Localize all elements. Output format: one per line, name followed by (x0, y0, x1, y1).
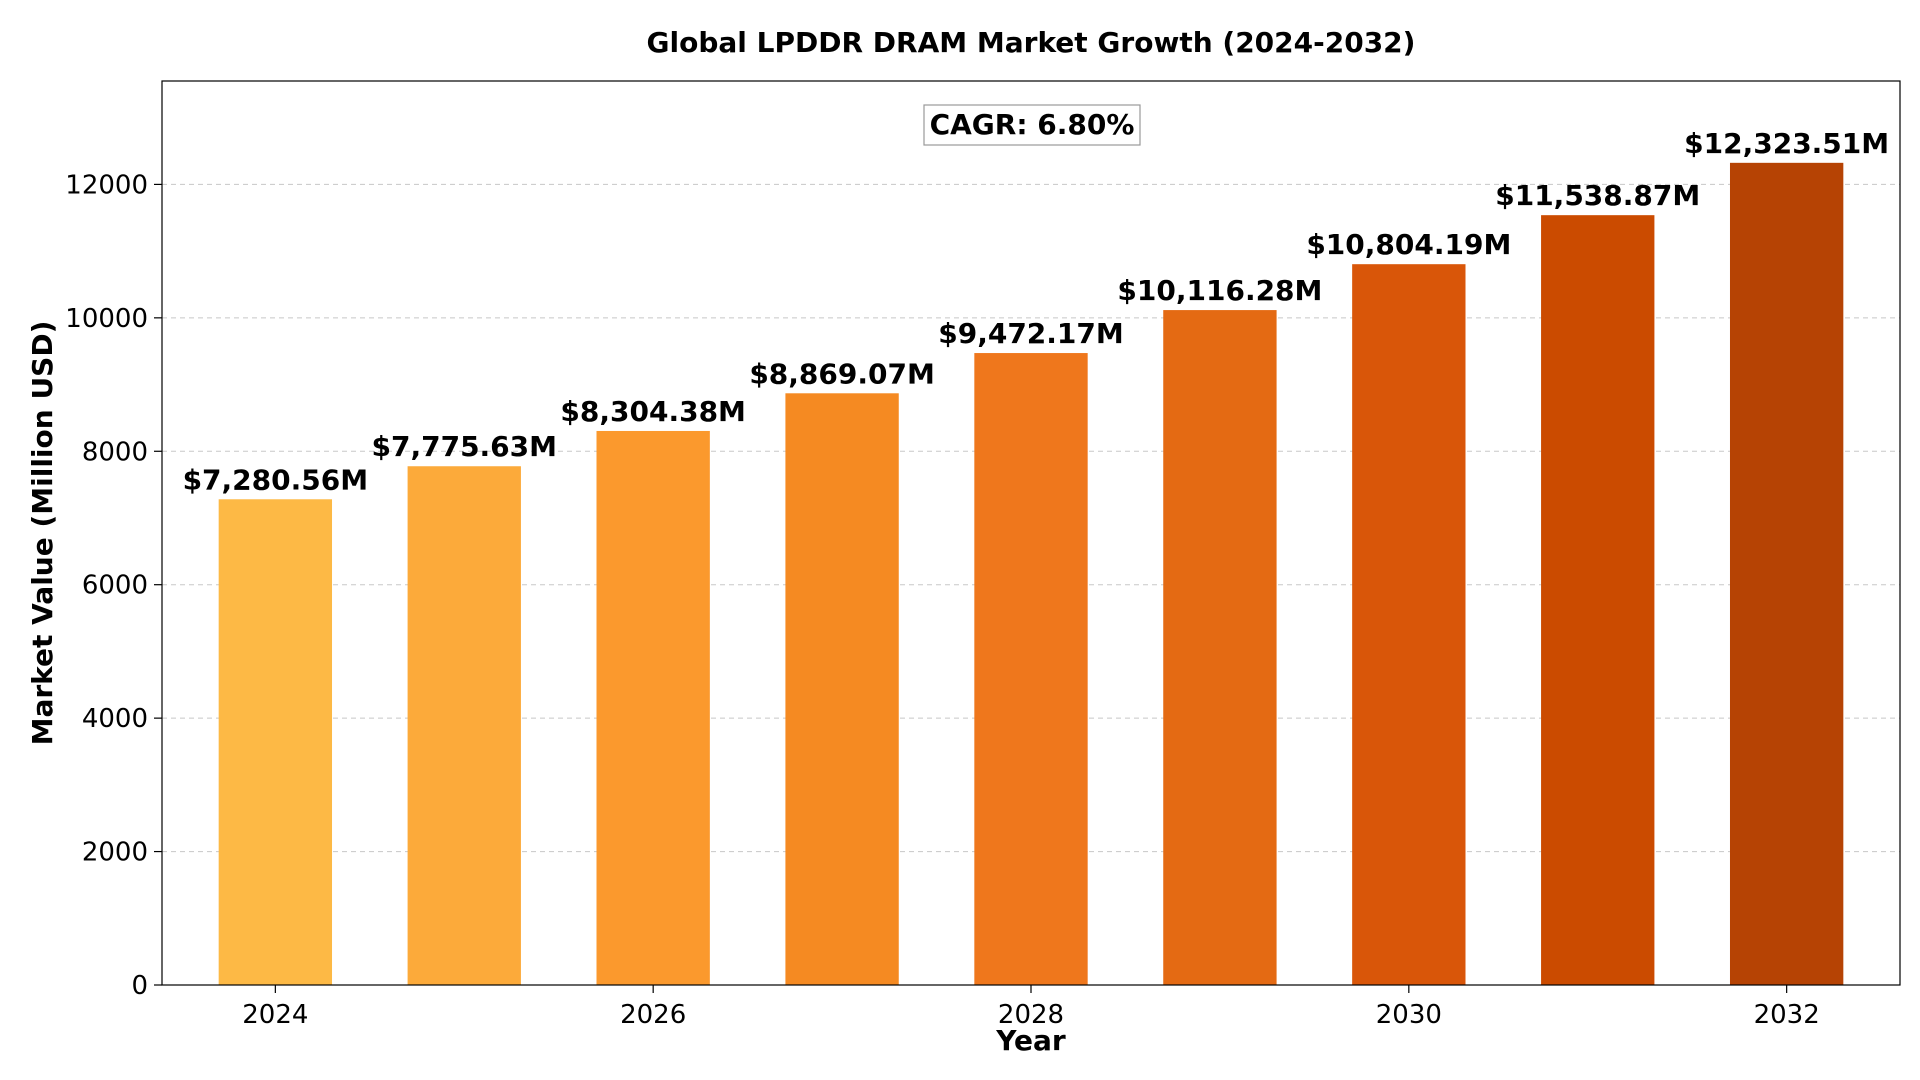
y-axis-ticks: 0 2000 4000 6000 8000 10000 12000 (65, 170, 162, 1001)
bar-value-label: $8,869.07M (749, 357, 935, 390)
bar-2028 (974, 353, 1088, 985)
x-tick-label: 2032 (1754, 1000, 1820, 1030)
bar-2026 (596, 430, 710, 986)
bar-2027 (785, 393, 899, 985)
y-tick-label: 10000 (65, 304, 148, 334)
bar-2030 (1352, 264, 1466, 985)
x-tick-label: 2026 (620, 1000, 686, 1030)
bar-value-label: $7,280.56M (183, 463, 369, 496)
x-tick-label: 2028 (998, 1000, 1064, 1030)
y-tick-label: 6000 (82, 571, 148, 601)
y-tick-label: 0 (131, 971, 148, 1001)
cagr-box (923, 104, 1141, 146)
y-tick-label: 4000 (82, 704, 148, 734)
y-tick-label: 8000 (82, 437, 148, 467)
x-tick-label: 2030 (1376, 1000, 1442, 1030)
bar-value-label: $10,804.19M (1306, 228, 1511, 261)
chart-title: Global LPDDR DRAM Market Growth (2024-20… (647, 26, 1416, 59)
bar-value-label: $12,323.51M (1684, 127, 1889, 160)
cagr-label: CAGR: 6.80% (930, 108, 1135, 141)
bar-value-label: $7,775.63M (372, 430, 558, 463)
bar-2029 (1163, 310, 1277, 985)
bar-value-label: $9,472.17M (938, 317, 1124, 350)
x-axis-ticks: 2024 2026 2028 2030 2032 (242, 985, 1820, 1030)
x-tick-label: 2024 (242, 1000, 308, 1030)
bar-value-label: $8,304.38M (560, 395, 746, 428)
y-axis-label: Market Value (Million USD) (26, 321, 59, 746)
bar-value-label: $10,116.28M (1117, 274, 1322, 307)
bar-value-label: $11,538.87M (1495, 179, 1700, 212)
y-tick-label: 2000 (82, 838, 148, 868)
y-tick-label: 12000 (65, 170, 148, 200)
bar-2024 (218, 499, 333, 985)
bar-2032 (1729, 162, 1844, 985)
x-axis-label: Year (995, 1024, 1066, 1057)
data-labels: $7,280.56M$7,775.63M$8,304.38M$8,869.07M… (183, 127, 1890, 496)
bars (218, 162, 1844, 986)
bar-2031 (1541, 215, 1655, 985)
bar-2025 (407, 466, 521, 986)
cagr-annotation: CAGR: 6.80% (923, 104, 1141, 146)
